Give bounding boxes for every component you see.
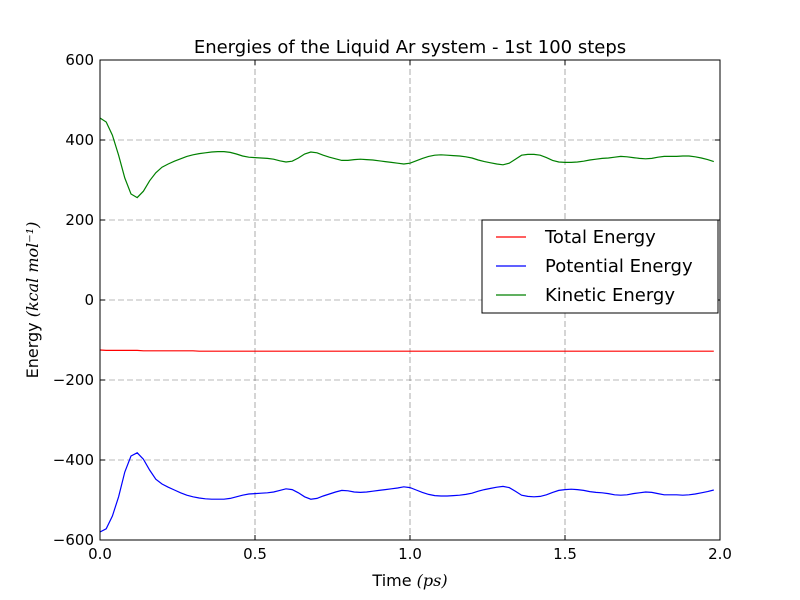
x-tick-label: 2.0 bbox=[708, 545, 732, 563]
potential-energy-line bbox=[99, 452, 714, 533]
axis-ticks bbox=[99, 59, 721, 541]
y-tick-label: −400 bbox=[53, 451, 94, 469]
legend-label-potential-energy: Potential Energy bbox=[545, 256, 693, 277]
x-tick-label: 1.0 bbox=[398, 545, 422, 563]
y-tick-label: 400 bbox=[65, 131, 94, 149]
x-tick-label: 1.5 bbox=[553, 545, 577, 563]
kinetic-energy-line bbox=[99, 117, 714, 199]
x-axis-label: Time (ps) bbox=[371, 571, 447, 590]
y-tick-label: 200 bbox=[65, 211, 94, 229]
legend-entries: Total Energy Potential Energy Kinetic Ener… bbox=[496, 227, 693, 306]
y-axis-label-text: Energy bbox=[23, 322, 42, 378]
y-tick-label: −200 bbox=[53, 371, 94, 389]
x-axis-label-unit: (ps) bbox=[417, 571, 448, 590]
y-tick-label: 0 bbox=[84, 291, 94, 309]
x-axis-label-text: Time bbox=[371, 571, 411, 590]
y-axis-label: Energy (kcal mol⁻¹) bbox=[23, 222, 42, 379]
legend: Total Energy Potential Energy Kinetic Ener… bbox=[481, 219, 719, 314]
y-tick-label: −600 bbox=[53, 531, 94, 549]
legend-label-kinetic-energy: Kinetic Energy bbox=[545, 285, 675, 306]
y-axis-label-unit: (kcal mol⁻¹) bbox=[23, 222, 42, 318]
y-tick-label: 600 bbox=[65, 51, 94, 69]
chart-title: Energies of the Liquid Ar system - 1st 1… bbox=[194, 37, 626, 58]
series-lines bbox=[99, 117, 714, 533]
legend-label-total-energy: Total Energy bbox=[544, 227, 656, 248]
x-tick-label: 0.5 bbox=[243, 545, 267, 563]
x-tick-label: 0.0 bbox=[88, 545, 112, 563]
total-energy-line bbox=[99, 349, 714, 352]
tick-labels: 0.0 0.5 1.0 1.5 2.0 −600 −400 −200 0 200 400 600 bbox=[53, 51, 732, 563]
